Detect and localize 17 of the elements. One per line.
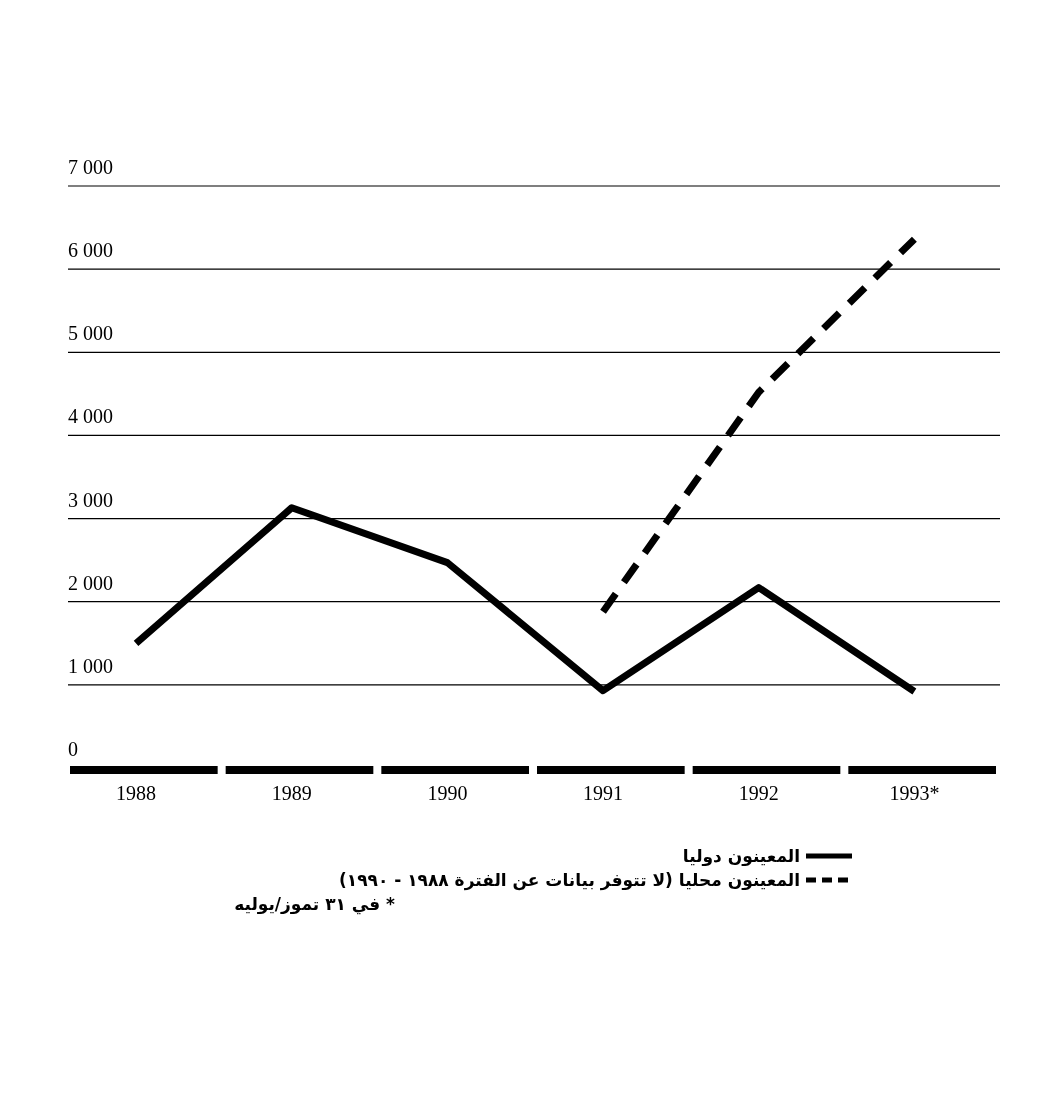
- x-tick-label: 1992: [738, 782, 779, 804]
- x-tick-label: 1988: [116, 782, 157, 804]
- x-tick-label: 1990: [427, 782, 468, 804]
- legend-label: المعينون محليا (لا تتوفر بيانات عن الفترة ١٩٨٨ - ١٩٩٠): [338, 870, 800, 891]
- y-tick-label: 6 000: [68, 239, 113, 262]
- x-tick-label: 1989: [271, 782, 312, 804]
- legend-label: المعينون دوليا: [682, 846, 800, 867]
- y-tick-label: 5 000: [68, 322, 113, 345]
- y-tick-label: 1 000: [68, 654, 113, 677]
- y-tick-label: 0: [68, 738, 78, 760]
- y-tick-label: 3 000: [68, 488, 113, 511]
- y-tick-label: 7 000: [68, 156, 113, 178]
- text: * في ٣١ تموز/يوليه: [234, 894, 396, 915]
- y-tick-label: 4 000: [68, 405, 113, 428]
- x-tick-label: 1991: [583, 782, 624, 804]
- x-tick-label: 1993*: [889, 782, 940, 804]
- y-tick-label: 2 000: [68, 571, 113, 594]
